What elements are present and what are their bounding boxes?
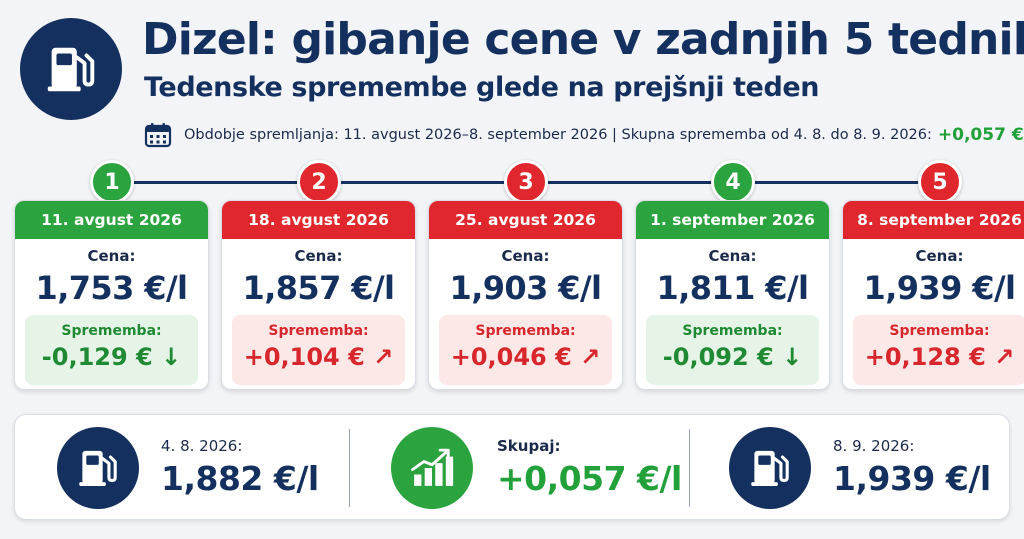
- change-box: Sprememba: +0,104 € ↗: [232, 315, 405, 385]
- week-date: 1. september 2026: [636, 201, 829, 239]
- price-label: Cena:: [501, 247, 550, 265]
- period-text: Obdobje spremljanja: 11. avgust 2026–8. …: [184, 127, 932, 143]
- summary-start-badge: [57, 427, 139, 509]
- week-number: 3: [504, 160, 548, 204]
- week-card-1: 1 11. avgust 2026 Cena: 1,753 €/l Spreme…: [14, 160, 209, 392]
- price-value: 1,753 €/l: [35, 269, 188, 307]
- logo: [20, 18, 122, 120]
- price-value: 1,857 €/l: [242, 269, 395, 307]
- price-value: 1,939 €/l: [863, 269, 1016, 307]
- week-card: 18. avgust 2026 Cena: 1,857 €/l Sprememb…: [221, 200, 416, 390]
- price-value: 1,903 €/l: [449, 269, 602, 307]
- summary-start-value: 1,882 €/l: [161, 459, 319, 498]
- change-label: Sprememba:: [61, 323, 162, 339]
- week-card: 25. avgust 2026 Cena: 1,903 €/l Sprememb…: [428, 200, 623, 390]
- summary-start-label: 4. 8. 2026:: [161, 437, 243, 455]
- week-card-4: 4 1. september 2026 Cena: 1,811 €/l Spre…: [635, 160, 830, 392]
- week-date: 8. september 2026: [843, 201, 1024, 239]
- growth-chart-icon: [411, 448, 454, 486]
- week-date: 25. avgust 2026: [429, 201, 622, 239]
- page-subtitle: Tedenske spremembe glede na prejšnji ted…: [144, 72, 820, 103]
- summary-end-value: 1,939 €/l: [833, 459, 991, 498]
- price-label: Cena:: [294, 247, 343, 265]
- summary-panel: 4. 8. 2026: 1,882 €/l Skupaj: +0,057 €/l: [14, 414, 1010, 520]
- week-number: 4: [711, 160, 755, 204]
- price-label: Cena:: [87, 247, 136, 265]
- summary-total-badge: [391, 427, 473, 509]
- summary-total-label: Skupaj:: [497, 437, 561, 455]
- week-date: 11. avgust 2026: [15, 201, 208, 239]
- fuel-pump-icon: [751, 450, 789, 486]
- week-date: 18. avgust 2026: [222, 201, 415, 239]
- summary-end-label: 8. 9. 2026:: [833, 437, 915, 455]
- change-label: Sprememba:: [889, 323, 990, 339]
- change-label: Sprememba:: [268, 323, 369, 339]
- change-box: Sprememba: -0,092 € ↓: [646, 315, 819, 385]
- change-value: -0,092 € ↓: [662, 343, 803, 371]
- week-card: 8. september 2026 Cena: 1,939 €/l Spreme…: [842, 200, 1024, 390]
- change-value: +0,104 € ↗: [243, 343, 394, 371]
- calendar-icon: [144, 123, 172, 148]
- price-label: Cena:: [708, 247, 757, 265]
- change-value: +0,046 € ↗: [450, 343, 601, 371]
- week-card-2: 2 18. avgust 2026 Cena: 1,857 €/l Spreme…: [221, 160, 416, 392]
- summary-divider: [689, 429, 690, 507]
- change-label: Sprememba:: [475, 323, 576, 339]
- change-value: -0,129 € ↓: [41, 343, 182, 371]
- fuel-pump-icon: [47, 47, 95, 92]
- change-label: Sprememba:: [682, 323, 783, 339]
- total-change-value: +0,057 €/l: [937, 125, 1024, 145]
- summary-end-badge: [729, 427, 811, 509]
- change-box: Sprememba: +0,128 € ↗: [853, 315, 1024, 385]
- summary-start: 4. 8. 2026: 1,882 €/l: [15, 415, 345, 521]
- page-title: Dizel: gibanje cene v zadnjih 5 tednih: [142, 14, 1024, 65]
- summary-end: 8. 9. 2026: 1,939 €/l: [691, 415, 1009, 521]
- week-card: 1. september 2026 Cena: 1,811 €/l Spreme…: [635, 200, 830, 390]
- summary-divider: [349, 429, 350, 507]
- week-card-3: 3 25. avgust 2026 Cena: 1,903 €/l Spreme…: [428, 160, 623, 392]
- week-card-5: 5 8. september 2026 Cena: 1,939 €/l Spre…: [842, 160, 1024, 392]
- header: Dizel: gibanje cene v zadnjih 5 tednih T…: [0, 0, 1024, 150]
- price-label: Cena:: [915, 247, 964, 265]
- week-number: 2: [297, 160, 341, 204]
- week-number: 1: [90, 160, 134, 204]
- summary-total-value: +0,057 €/l: [497, 459, 682, 498]
- week-number: 5: [918, 160, 962, 204]
- change-value: +0,128 € ↗: [864, 343, 1015, 371]
- price-value: 1,811 €/l: [656, 269, 809, 307]
- summary-total: Skupaj: +0,057 €/l: [351, 415, 687, 521]
- change-box: Sprememba: -0,129 € ↓: [25, 315, 198, 385]
- change-box: Sprememba: +0,046 € ↗: [439, 315, 612, 385]
- fuel-pump-icon: [79, 450, 117, 486]
- week-card: 11. avgust 2026 Cena: 1,753 €/l Sprememb…: [14, 200, 209, 390]
- period-info: Obdobje spremljanja: 11. avgust 2026–8. …: [144, 122, 1024, 148]
